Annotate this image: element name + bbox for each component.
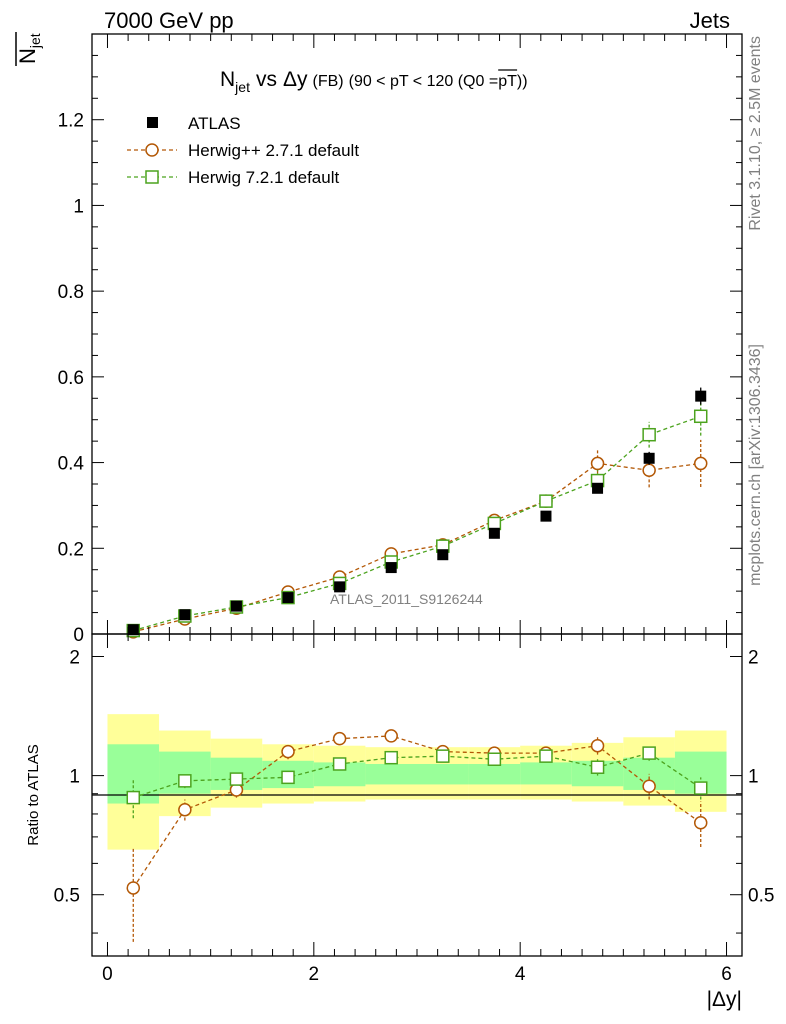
ratio-y-axis-title: Ratio to ATLAS — [25, 744, 42, 845]
ratio-herwig7-point — [384, 750, 398, 765]
main-y-tick-label: 0.8 — [58, 282, 84, 303]
main-atlas-point — [334, 581, 346, 593]
main-y-tick-label: 1 — [73, 196, 84, 217]
ratio-herwigpp-point — [332, 731, 347, 746]
band-green-bin — [313, 762, 366, 787]
main-atlas-point — [282, 592, 294, 604]
main-atlas-point — [230, 600, 242, 612]
ratio-herwig7-point — [487, 752, 502, 766]
main-herwig7-point — [487, 516, 502, 531]
x-tick-label: 2 — [309, 964, 320, 985]
x-tick-label: 0 — [102, 964, 113, 985]
ratio-herwig7-point — [332, 757, 347, 771]
main-atlas-point — [488, 527, 500, 539]
main-herwig7-line — [133, 415, 701, 632]
ratio-y-tick-label-right: 1 — [748, 767, 759, 788]
ratio-herwigpp-point — [590, 738, 605, 753]
band-green-bin — [365, 763, 417, 785]
ratio-herwig7-point — [539, 749, 553, 763]
ratio-herwigpp-point — [281, 744, 295, 759]
ratio-y-tick-label: 0.5 — [54, 886, 80, 907]
main-y-tick-label: 0 — [73, 625, 84, 646]
ratio-herwig7-line — [133, 752, 702, 799]
main-atlas-point — [385, 562, 397, 574]
ratio-herwigpp-point — [384, 729, 398, 743]
main-y-tick-label: 0.2 — [58, 539, 84, 560]
ratio-herwig7-point — [590, 760, 605, 774]
ratio-herwigpp-line — [132, 735, 702, 889]
main-series-layer — [126, 387, 708, 639]
legend-label-herwig7: Herwig 7.2.1 default — [188, 168, 339, 187]
x-tick-label: 4 — [515, 964, 526, 985]
main-plot-title: Njet vs Δy (FB) (90 < pT < 120 (Q0 =pT)) — [220, 68, 528, 95]
main-herwig7-point — [539, 494, 553, 508]
rivet-version-label: Rivet 3.1.10, ≥ 2.5M events — [747, 36, 764, 231]
legend-label-herwigpp: Herwig++ 2.7.1 default — [188, 141, 359, 160]
ratio-herwigpp-point — [642, 779, 656, 793]
main-herwig7-point — [642, 427, 656, 442]
main-herwigpp-point — [693, 456, 708, 471]
legend-entry-herwig7: Herwig 7.2.1 default — [127, 168, 339, 187]
main-herwigpp-point — [642, 463, 656, 478]
main-herwigpp-line — [133, 462, 701, 633]
ratio-herwig7-point — [281, 770, 295, 785]
x-axis-title: |Δy| — [707, 988, 742, 1011]
analysis-watermark: ATLAS_2011_S9126244 — [330, 591, 483, 607]
main-herwigpp-point — [590, 456, 605, 471]
main-atlas-point — [540, 510, 552, 522]
main-y-tick-label: 0.4 — [58, 454, 85, 475]
ratio-herwig7-point — [642, 746, 656, 760]
ratio-plot-frame — [91, 633, 743, 957]
legend-marker-atlas — [147, 117, 158, 128]
ratio-herwig7-point — [178, 774, 192, 788]
ratio-y-tick-label: 2 — [69, 648, 80, 669]
header-collision-label: 7000 GeV pp — [104, 8, 234, 33]
ratio-herwigpp-point — [126, 881, 141, 895]
band-green-bin — [417, 763, 469, 785]
ratio-uncertainty-bands — [107, 714, 727, 850]
ratio-herwig7-point — [436, 749, 450, 763]
band-green-bin — [468, 763, 521, 785]
band-green-bin — [520, 762, 572, 785]
ratio-herwig7-point — [126, 790, 141, 805]
legend-entry-atlas: ATLAS — [147, 114, 241, 133]
main-atlas-point — [643, 452, 655, 464]
ratio-herwigpp-point — [693, 816, 708, 830]
legend-entry-herwigpp: Herwig++ 2.7.1 default — [127, 141, 359, 160]
ratio-y-tick-label-right: 2 — [748, 648, 759, 669]
main-atlas-point — [437, 549, 449, 561]
axes-layer: 00.20.40.60.811.20 2 4 60.5 0.51 12 2 — [54, 33, 774, 985]
ratio-herwig7-point — [693, 781, 708, 795]
legend: ATLAS Herwig++ 2.7.1 default Herwig 7.2.… — [127, 114, 359, 187]
legend-marker-herwig7 — [145, 170, 159, 184]
legend-label-atlas: ATLAS — [188, 114, 241, 133]
main-atlas-point — [695, 390, 707, 402]
ratio-herwigpp-point — [178, 802, 192, 817]
header-category-label: Jets — [690, 8, 730, 33]
main-atlas-point — [592, 482, 604, 494]
legend-marker-herwigpp — [145, 143, 159, 157]
ratio-herwig7-point — [229, 772, 244, 786]
x-tick-label: 6 — [721, 964, 732, 985]
main-atlas-point — [179, 609, 191, 621]
main-herwig7-point — [693, 409, 708, 424]
ratio-y-tick-label-right: 0.5 — [748, 886, 774, 907]
main-y-tick-label: 1.2 — [58, 111, 84, 132]
main-y-tick-label: 0.6 — [58, 368, 84, 389]
ratio-series-layer — [126, 729, 708, 942]
main-atlas-point — [127, 624, 139, 636]
main-y-axis-title: Njet — [15, 32, 43, 66]
mcplots-label: mcplots.cern.ch [arXiv:1306.3436] — [747, 344, 764, 586]
ratio-y-tick-label: 1 — [69, 767, 80, 788]
svg-text:Njet: Njet — [15, 33, 43, 64]
